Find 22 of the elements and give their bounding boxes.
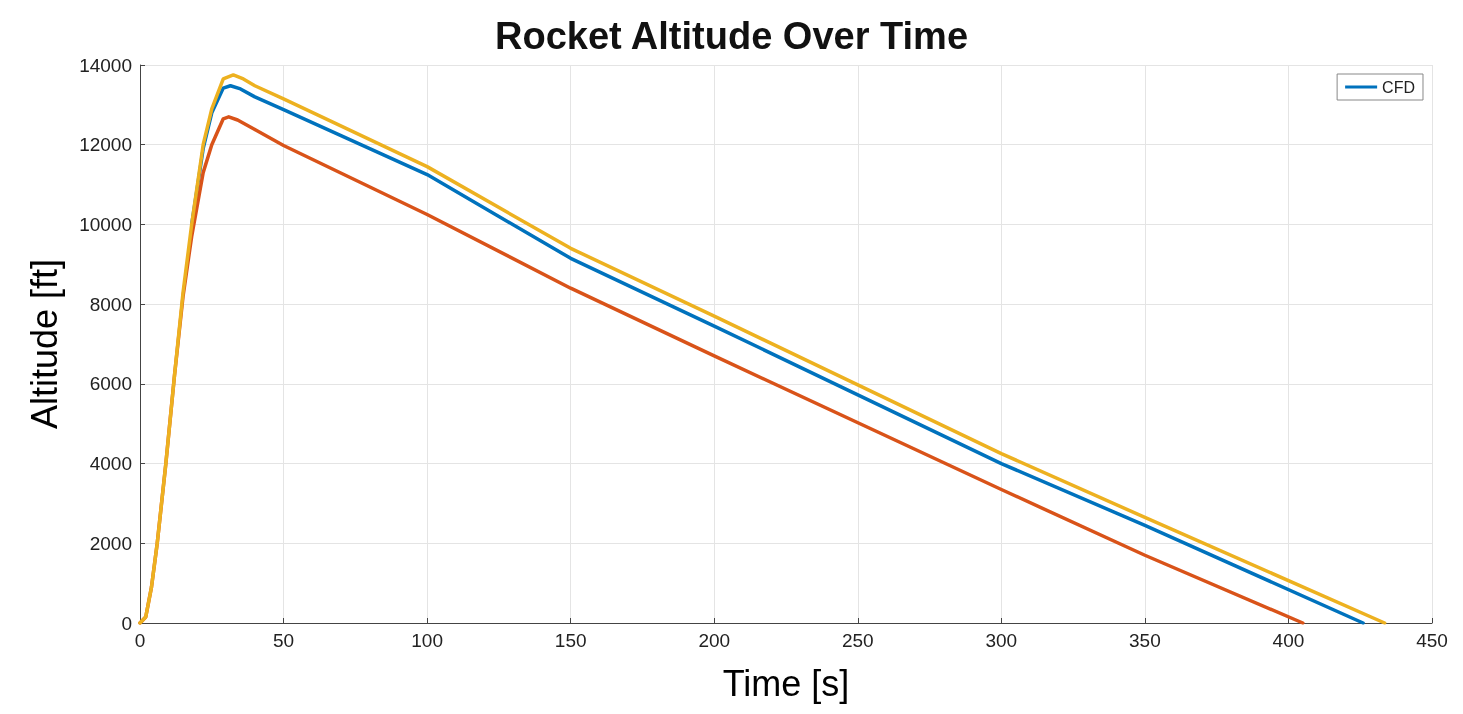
x-tick-label: 300 <box>985 630 1018 651</box>
y-axis-title: Altitude [ft] <box>23 258 65 430</box>
x-tick-label: 150 <box>554 630 587 651</box>
y-tick-label: 0 <box>121 612 132 634</box>
x-tick-label: 0 <box>134 630 146 651</box>
y-tick-label: 8000 <box>89 293 132 315</box>
x-tick-label: 50 <box>272 630 295 651</box>
y-tick-label: 6000 <box>89 373 132 395</box>
y-tick-label: 12000 <box>79 134 132 156</box>
x-tick-label: 200 <box>698 630 731 651</box>
legend-label: CFD <box>1382 78 1416 96</box>
x-tick-label: 100 <box>411 630 443 651</box>
x-tick-label: 350 <box>1129 630 1161 651</box>
x-tick-label: 400 <box>1272 630 1305 651</box>
y-tick-label: 10000 <box>79 213 132 235</box>
x-tick-label: 250 <box>841 630 874 651</box>
x-tick-label: 450 <box>1416 630 1448 651</box>
chart-title: Rocket Altitude Over Time <box>494 15 969 57</box>
y-tick-label: 2000 <box>89 532 132 554</box>
y-tick-label: 14000 <box>79 54 132 76</box>
y-tick-label: 4000 <box>89 453 132 475</box>
x-axis-title: Time [s] <box>722 662 850 704</box>
